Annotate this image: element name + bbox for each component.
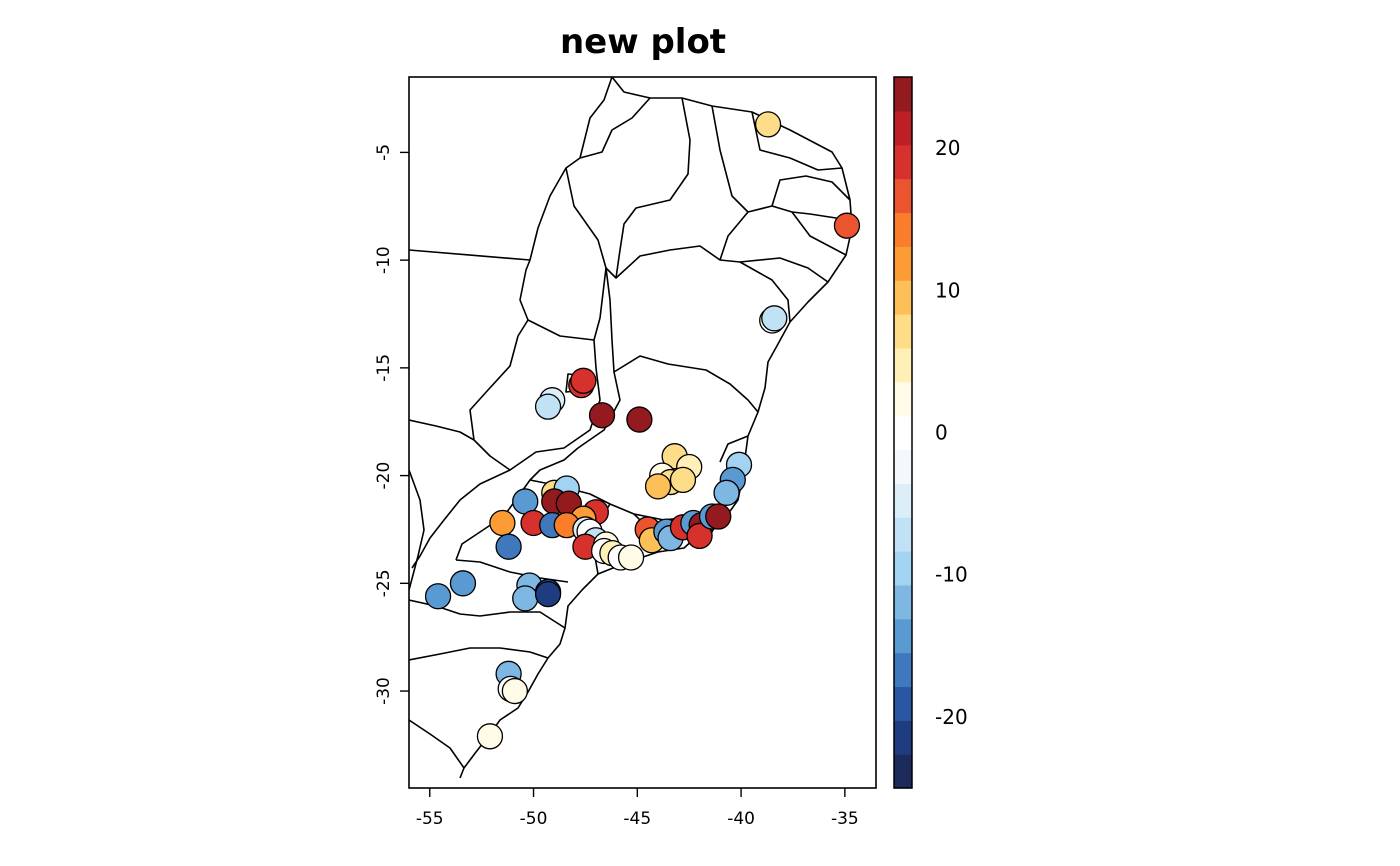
y-tick-label: -5 — [374, 144, 394, 161]
y-axis: -5 -10 -15 -20 -25 -30 — [374, 144, 409, 705]
points-layer — [424, 111, 861, 750]
data-point — [833, 212, 861, 239]
data-point — [686, 522, 713, 550]
y-tick-label: -20 — [374, 462, 394, 490]
x-tick-label: -50 — [520, 809, 548, 829]
x-tick-label: -55 — [416, 809, 444, 829]
data-point — [424, 583, 452, 610]
data-point — [495, 533, 522, 560]
colorbar-tick-label: 0 — [935, 421, 948, 445]
y-tick-label: -10 — [374, 246, 394, 274]
colorbar-segment — [894, 110, 912, 146]
x-tick-label: -45 — [623, 809, 651, 829]
colorbar-segment — [894, 584, 912, 620]
colorbar-segment — [894, 178, 912, 214]
y-tick-label: -15 — [374, 354, 394, 382]
border-bahia — [605, 245, 791, 413]
colorbar-segment — [894, 449, 912, 484]
y-tick-label: -25 — [374, 569, 394, 597]
colorbar-segment — [894, 280, 912, 315]
data-point — [644, 473, 672, 500]
data-point — [713, 479, 740, 506]
data-point — [588, 402, 616, 429]
state-borders — [409, 77, 853, 779]
plot-frame — [408, 76, 877, 789]
data-point — [570, 367, 597, 394]
data-point — [489, 509, 516, 537]
colorbar-segment — [894, 551, 912, 586]
data-point — [754, 111, 782, 138]
colorbar-segment — [894, 381, 912, 417]
data-point — [534, 393, 562, 420]
colorbar-segment — [894, 686, 912, 721]
data-point — [705, 503, 732, 530]
colorbar-tick-label: 20 — [935, 136, 960, 160]
x-tick-label: -40 — [727, 809, 755, 829]
data-point — [512, 585, 539, 612]
colorbar-segment — [894, 618, 912, 654]
colorbar-tick-label: -10 — [935, 563, 968, 587]
border-rio-grande-do-sul — [409, 719, 465, 769]
colorbar-segment — [894, 246, 912, 281]
colorbar-segment — [894, 483, 912, 518]
border-northeast-states — [719, 111, 853, 283]
data-point — [476, 723, 504, 750]
data-point — [617, 544, 645, 571]
colorbar-segment — [894, 415, 912, 451]
x-axis: -55 -50 -45 -40 -35 — [416, 788, 859, 829]
colorbar-tick-label: 10 — [935, 278, 960, 302]
data-point — [761, 305, 788, 332]
colorbar-segment — [894, 77, 912, 112]
data-point — [449, 570, 477, 597]
colorbar-segment — [894, 720, 912, 755]
border-maranhao-piaui — [605, 97, 847, 279]
colorbar-segment — [894, 347, 912, 383]
colorbar: 20 10 0 -10 -20 — [893, 76, 968, 789]
colorbar-segment — [894, 517, 912, 552]
data-point — [626, 406, 653, 433]
colorbar-segment — [894, 212, 912, 247]
border-tocantins — [529, 77, 613, 261]
colorbar-segment — [894, 754, 912, 789]
border-west-line — [409, 249, 531, 261]
border-goias — [409, 319, 601, 471]
data-point — [534, 580, 562, 608]
y-tick-label: -30 — [374, 677, 394, 705]
colorbar-segment — [894, 652, 912, 688]
data-point — [669, 466, 697, 494]
x-tick-label: -35 — [831, 809, 859, 829]
border-mato-grosso-do-sul — [409, 469, 511, 591]
colorbar-segment — [894, 144, 912, 180]
plot-title: new plot — [559, 22, 727, 62]
border-santa-catarina — [409, 647, 549, 661]
colorbar-segment — [894, 314, 912, 349]
border-tocantins-east — [519, 97, 651, 341]
colorbar-tick-label: -20 — [935, 705, 968, 729]
colorbar-frame — [893, 76, 913, 789]
data-point — [501, 677, 529, 705]
